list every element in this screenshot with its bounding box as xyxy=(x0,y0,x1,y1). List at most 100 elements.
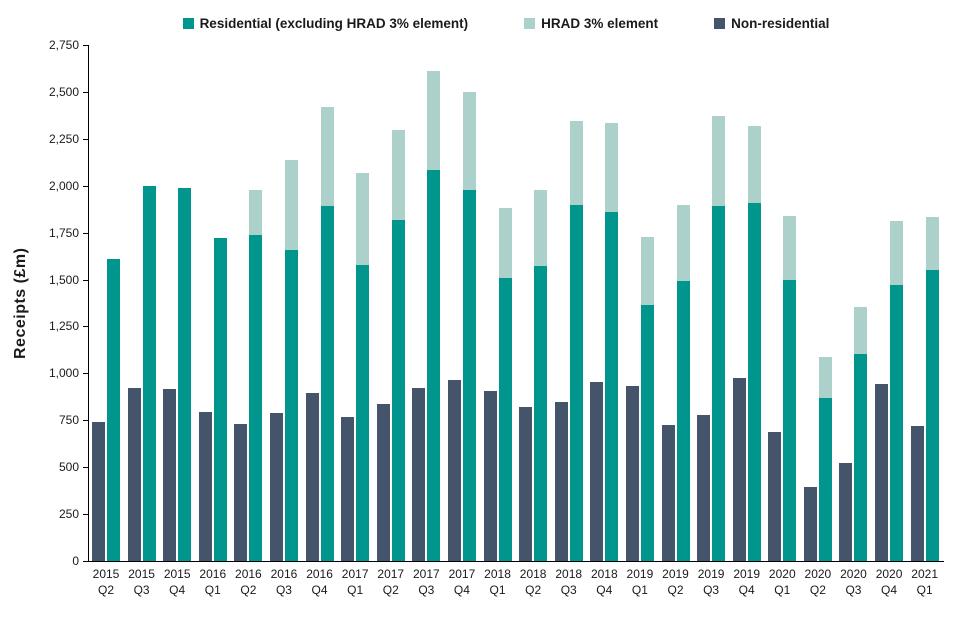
bar-residential-stack-2017-q2 xyxy=(391,45,405,561)
y-tick-label: 1,250 xyxy=(48,319,79,334)
bar-non-residential-2017-q4 xyxy=(447,379,461,561)
y-tick-mark xyxy=(83,561,88,562)
bar-non-residential-2018-q4 xyxy=(590,381,604,561)
bar-residential-stack-2019-q2 xyxy=(676,45,690,561)
x-tick-label-2017-q4: 2017 Q4 xyxy=(448,567,476,597)
quarter-group-2018-q2: 2018 Q2 xyxy=(518,45,548,598)
legend-item: HRAD 3% element xyxy=(524,16,658,31)
segment-residential-2018-q4 xyxy=(605,212,619,561)
segment-residential-2016-q4 xyxy=(320,206,334,561)
bars-2018-q4 xyxy=(590,45,619,561)
bar-non-residential-2021-q1 xyxy=(910,425,924,561)
x-tick-label-2016-q3: 2016 Q3 xyxy=(270,567,298,597)
quarter-group-2018-q3: 2018 Q3 xyxy=(554,45,584,598)
quarter-group-2020-q4: 2020 Q4 xyxy=(874,45,904,598)
y-tick-label: 750 xyxy=(58,413,79,428)
bars-2020-q2 xyxy=(803,45,832,561)
legend-swatch-icon xyxy=(524,18,536,29)
x-tick-label-2019-q2: 2019 Q2 xyxy=(662,567,689,597)
quarter-group-2020-q2: 2020 Q2 xyxy=(803,45,833,598)
segment-hrad-2017-q2 xyxy=(391,130,405,221)
segment-residential-2018-q2 xyxy=(534,266,548,561)
segment-residential-2020-q3 xyxy=(854,353,868,561)
y-tick-mark xyxy=(83,467,88,469)
bar-residential-stack-2018-q2 xyxy=(534,45,548,561)
y-tick-label: 1,000 xyxy=(48,366,79,381)
segment-hrad-2020-q2 xyxy=(818,356,832,398)
bar-non-residential-2019-q4 xyxy=(732,378,746,561)
quarter-group-2019-q3: 2019 Q3 xyxy=(696,45,726,598)
x-tick-label-2020-q2: 2020 Q2 xyxy=(804,567,832,597)
y-axis: 0 250 500 750 1,000 1,250 1,500 1,750 2,000 2,250… xyxy=(34,38,88,568)
y-tick-label: 500 xyxy=(58,460,79,475)
segment-hrad-2016-q3 xyxy=(284,160,298,251)
bar-residential-stack-2021-q1 xyxy=(925,45,939,561)
x-tick-label-2020-q3: 2020 Q3 xyxy=(840,567,867,597)
segment-residential-2015-q3 xyxy=(142,185,156,561)
bars-2019-q1 xyxy=(625,45,654,561)
y-tick-mark xyxy=(83,232,88,234)
segment-hrad-2019-q3 xyxy=(712,116,726,207)
bar-residential-stack-2019-q1 xyxy=(640,45,654,561)
segment-hrad-2020-q1 xyxy=(783,215,797,280)
plot-columns: 2015 Q2 2015 Q3 2015 Q4 2016 Q1 2016 Q2 2016 Q3 2016… xyxy=(88,45,944,598)
x-tick-label-2016-q1: 2016 Q1 xyxy=(199,567,227,597)
bar-non-residential-2020-q1 xyxy=(768,431,782,561)
bars-2015-q4 xyxy=(163,45,192,561)
x-tick-label-2017-q3: 2017 Q3 xyxy=(412,567,440,597)
y-tick-label: 2,000 xyxy=(48,178,79,193)
segment-residential-2020-q1 xyxy=(783,279,797,561)
bar-residential-stack-2015-q3 xyxy=(142,45,156,561)
bar-non-residential-2018-q1 xyxy=(483,391,497,561)
quarter-group-2018-q4: 2018 Q4 xyxy=(589,45,619,598)
quarter-group-2018-q1: 2018 Q1 xyxy=(483,45,513,598)
segment-residential-2016-q3 xyxy=(284,250,298,561)
segment-residential-2017-q4 xyxy=(462,190,476,561)
x-tick-label-2016-q4: 2016 Q4 xyxy=(306,567,333,597)
x-tick-label-2015-q2: 2015 Q2 xyxy=(92,567,120,597)
segment-hrad-2016-q4 xyxy=(320,106,334,207)
bar-residential-stack-2019-q3 xyxy=(712,45,726,561)
segment-hrad-2018-q2 xyxy=(534,190,548,267)
legend-item: Non-residential xyxy=(714,16,829,31)
quarter-group-2019-q2: 2019 Q2 xyxy=(661,45,691,598)
segment-residential-2020-q2 xyxy=(818,397,832,561)
legend-swatch-icon xyxy=(714,18,726,29)
bars-2015-q3 xyxy=(127,45,156,561)
segment-hrad-2019-q2 xyxy=(676,204,690,282)
bars-2018-q1 xyxy=(483,45,512,561)
bar-non-residential-2016-q1 xyxy=(198,411,212,561)
x-tick-label-2020-q4: 2020 Q4 xyxy=(875,567,903,597)
bars-2018-q3 xyxy=(554,45,583,561)
segment-residential-2015-q2 xyxy=(107,258,120,561)
segment-hrad-2018-q1 xyxy=(498,208,512,278)
x-axis-line xyxy=(88,561,944,562)
bar-non-residential-2015-q4 xyxy=(163,389,177,561)
bars-2019-q3 xyxy=(697,45,726,561)
segment-residential-2017-q3 xyxy=(427,169,441,561)
bar-non-residential-2017-q2 xyxy=(376,404,390,561)
bar-non-residential-2016-q2 xyxy=(234,424,248,561)
quarter-group-2016-q4: 2016 Q4 xyxy=(305,45,335,598)
quarter-group-2020-q1: 2020 Q1 xyxy=(767,45,797,598)
bar-residential-stack-2016-q3 xyxy=(284,45,298,561)
bar-non-residential-2020-q4 xyxy=(875,383,889,561)
segment-hrad-2019-q1 xyxy=(640,237,654,305)
segment-residential-2015-q4 xyxy=(178,187,192,561)
y-tick-label: 2,750 xyxy=(48,38,79,52)
bar-non-residential-2019-q1 xyxy=(625,385,639,561)
segment-residential-2018-q1 xyxy=(498,277,512,561)
x-tick-label-2015-q3: 2015 Q3 xyxy=(128,567,155,597)
x-tick-label-2018-q4: 2018 Q4 xyxy=(590,567,618,597)
bars-2019-q2 xyxy=(661,45,690,561)
bars-2016-q1 xyxy=(198,45,227,561)
quarter-group-2015-q4: 2015 Q4 xyxy=(162,45,192,598)
segment-hrad-2020-q3 xyxy=(854,306,868,354)
bar-residential-stack-2018-q1 xyxy=(498,45,512,561)
bar-non-residential-2017-q3 xyxy=(412,388,426,561)
bars-2020-q1 xyxy=(768,45,797,561)
bars-2017-q2 xyxy=(376,45,405,561)
y-tick-mark xyxy=(83,138,88,140)
y-tick-label: 1,750 xyxy=(48,225,79,240)
bar-residential-stack-2016-q4 xyxy=(320,45,334,561)
